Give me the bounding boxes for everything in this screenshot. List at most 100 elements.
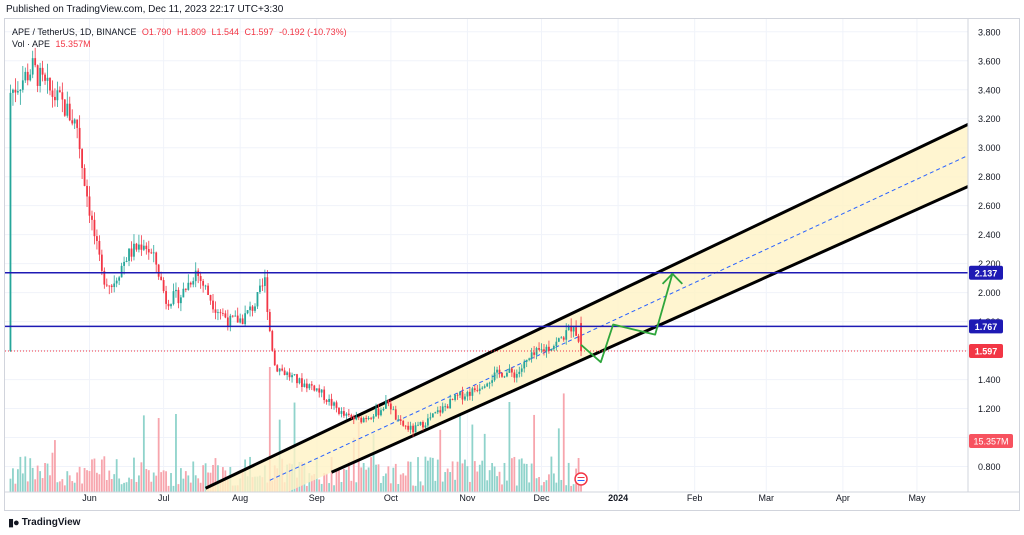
- volume-bar: [66, 471, 69, 492]
- grid: [5, 19, 968, 492]
- volume-bar: [515, 485, 518, 492]
- volume-bar: [51, 452, 54, 492]
- volume-bar: [419, 481, 422, 492]
- candle-body: [382, 408, 385, 411]
- volume-bar: [76, 472, 79, 492]
- candle-body: [357, 416, 360, 418]
- volume-bar: [424, 456, 427, 492]
- volume-bar: [377, 464, 380, 492]
- volume-bar: [71, 481, 74, 492]
- volume-bar: [550, 456, 553, 492]
- candle-body: [493, 372, 496, 381]
- candle-body: [251, 306, 254, 311]
- candle-body: [362, 418, 365, 423]
- price-tick-label: 3.600: [978, 56, 1001, 66]
- volume-bar: [318, 479, 321, 492]
- candle-body: [63, 99, 66, 116]
- candle-body: [562, 337, 565, 340]
- price-axis[interactable]: 0.8001.0001.2001.4001.6001.8002.0002.200…: [967, 19, 1013, 492]
- candle-body: [392, 409, 395, 411]
- volume-bar: [155, 475, 158, 492]
- volume-bar: [41, 478, 44, 492]
- candle-body: [538, 348, 540, 350]
- volume-bar: [268, 367, 271, 492]
- volume-bar: [520, 458, 523, 492]
- volume-bar: [125, 482, 128, 492]
- time-tick-label: Dec: [534, 493, 551, 503]
- volume-bar: [506, 480, 508, 492]
- volume-bar: [150, 481, 153, 492]
- candle-body: [404, 425, 407, 427]
- candle-body: [271, 331, 274, 351]
- candle-body: [165, 291, 167, 304]
- candle-body: [478, 388, 481, 391]
- volume-bar: [29, 458, 32, 492]
- volume-bar: [528, 482, 531, 492]
- volume-bar: [83, 467, 86, 492]
- legend-price-row: APE / TetherUS, 1D, BINANCE O1.790 H1.80…: [12, 26, 350, 38]
- volume-bar: [387, 466, 390, 492]
- candle-body: [140, 244, 143, 250]
- volume-bar: [483, 433, 486, 492]
- candle-body: [12, 89, 14, 93]
- volume-bar: [538, 476, 540, 492]
- candle-body: [177, 289, 180, 304]
- volume-bar: [165, 471, 167, 492]
- volume-bar: [567, 462, 570, 492]
- projection-path[interactable]: [580, 272, 683, 364]
- volume-bar: [513, 456, 516, 492]
- volume-bar: [464, 459, 466, 492]
- channel-lower-line: [330, 184, 968, 474]
- volume-bar: [404, 475, 407, 492]
- volume-bar: [365, 469, 368, 492]
- candle-body: [24, 71, 27, 81]
- candle-body: [506, 372, 508, 377]
- candle-body: [409, 425, 412, 430]
- candle-body: [93, 219, 96, 237]
- published-caption: Published on TradingView.com, Dec 11, 20…: [6, 4, 284, 15]
- tradingview-logo[interactable]: ▮● TradingView: [8, 516, 80, 529]
- candle-body: [473, 388, 476, 391]
- time-axis[interactable]: Jun Jul Aug Sep Oct Nov Dec 2024 Feb Mar Apr May: [5, 491, 1019, 503]
- level-price-tag: [969, 265, 1003, 280]
- candle-body: [214, 309, 217, 313]
- candle-body: [296, 374, 298, 384]
- volume-bar: [367, 467, 370, 492]
- candle-body: [123, 261, 125, 266]
- volume-bar: [429, 457, 432, 492]
- candle-body: [481, 387, 484, 389]
- candle-body: [36, 65, 39, 86]
- volume-bar: [434, 480, 437, 492]
- legend-low: L1.544: [211, 27, 240, 37]
- candle-body: [273, 350, 276, 366]
- candle-body: [105, 284, 108, 286]
- volume-bar: [397, 483, 400, 492]
- candle-body: [103, 270, 106, 285]
- candle-body: [315, 388, 318, 391]
- candle-body: [444, 406, 447, 408]
- volume-bar: [562, 393, 565, 492]
- candle-body: [350, 414, 353, 417]
- legend-vol-label: Vol · APE: [12, 39, 51, 49]
- candle-body: [491, 380, 494, 383]
- candle-body: [543, 349, 545, 352]
- candle-body: [301, 378, 303, 387]
- volume-bar: [86, 470, 88, 492]
- candle-body: [407, 425, 410, 430]
- time-tick-label: Jul: [158, 493, 170, 503]
- volume-bar: [157, 418, 160, 492]
- candle-body: [58, 90, 61, 93]
- parallel-channel[interactable]: [204, 122, 974, 529]
- volume-bar: [545, 480, 548, 492]
- volume-bar: [555, 482, 558, 492]
- volume-bar: [202, 465, 205, 492]
- volume-bar: [21, 473, 24, 492]
- candle-body: [360, 417, 363, 423]
- last-price-tag: [969, 344, 1003, 359]
- price-tick-label: 2.600: [978, 201, 1001, 211]
- volume-bar: [565, 485, 568, 492]
- horizontal-levels[interactable]: [5, 272, 968, 352]
- volume-bar: [217, 465, 219, 492]
- candle-body: [370, 417, 372, 419]
